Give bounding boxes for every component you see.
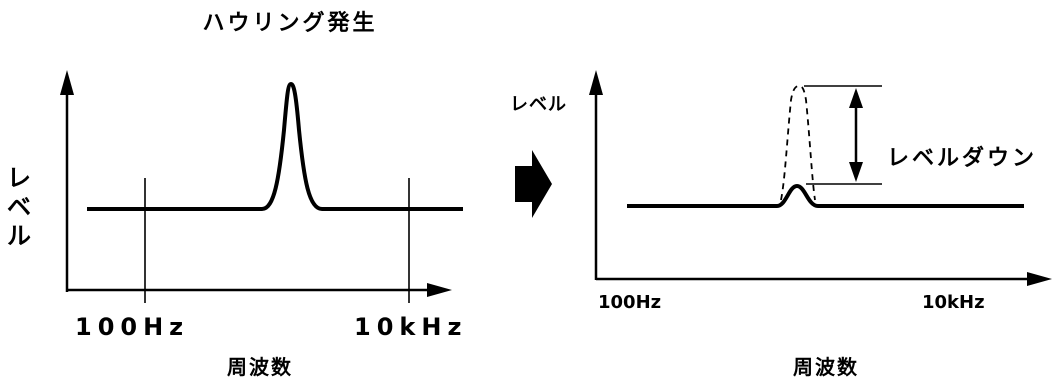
left-y-label-3: ル bbox=[7, 222, 31, 250]
left-y-axis-arrowhead bbox=[60, 70, 74, 95]
right-response-curve bbox=[627, 184, 1024, 208]
right-panel: レベル レベルダウン 100Hz 10kHz 周波数 bbox=[510, 70, 1052, 379]
left-response-curve bbox=[87, 82, 463, 211]
left-tick-10khz: 10kHz bbox=[354, 313, 467, 341]
left-panel-title: ハウリング発生 bbox=[202, 10, 377, 36]
right-original-peak-dashed bbox=[780, 85, 816, 201]
right-y-axis-arrowhead bbox=[589, 70, 603, 95]
right-x-axis-arrowhead bbox=[1027, 272, 1052, 286]
right-tick-100hz: 100Hz bbox=[598, 292, 661, 313]
level-down-arrowhead-up bbox=[849, 88, 863, 108]
level-down-arrowhead-down bbox=[849, 162, 863, 182]
level-down-label: レベルダウン bbox=[887, 145, 1037, 171]
right-x-label: 周波数 bbox=[793, 355, 859, 379]
left-tick-100hz: 100Hz bbox=[75, 313, 189, 341]
right-tick-10khz: 10kHz bbox=[922, 292, 985, 313]
left-x-axis-arrowhead bbox=[427, 283, 452, 297]
left-panel: ハウリング発生 レ ベ ル 100Hz 10kHz 周波数 bbox=[7, 10, 467, 379]
left-x-label: 周波数 bbox=[227, 355, 293, 379]
left-y-label-1: レ bbox=[7, 164, 31, 192]
right-y-label: レベル bbox=[510, 94, 567, 115]
left-y-label-2: ベ bbox=[7, 193, 31, 221]
right-arrow-icon bbox=[515, 150, 552, 218]
